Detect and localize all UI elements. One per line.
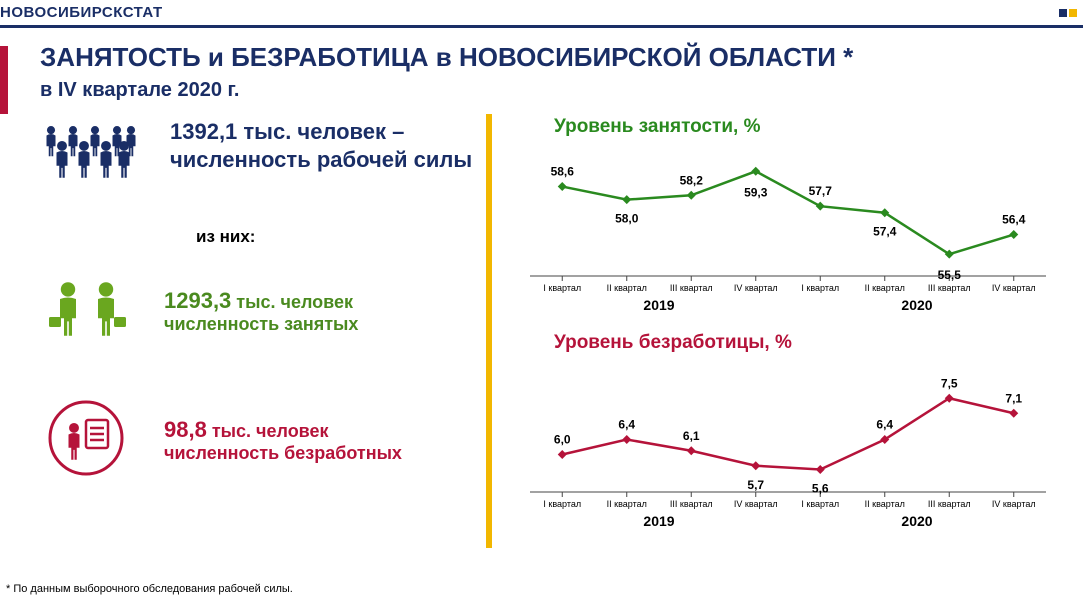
left-column: 1392,1 тыс. человек – численность рабоче… <box>36 114 476 548</box>
svg-text:7,5: 7,5 <box>941 376 958 390</box>
svg-text:II квартал: II квартал <box>607 283 647 293</box>
unemployment-chart-block: Уровень безработицы, % I квартал II кварт… <box>518 332 1073 534</box>
employed-desc: численность занятых <box>164 314 358 335</box>
svg-text:6,0: 6,0 <box>554 433 571 447</box>
unemployed-number: 98,8 <box>164 417 207 442</box>
svg-text:III квартал: III квартал <box>670 283 713 293</box>
title-accent-bar <box>0 46 8 114</box>
svg-text:IV квартал: IV квартал <box>992 499 1036 509</box>
svg-text:6,4: 6,4 <box>876 418 893 432</box>
svg-text:59,3: 59,3 <box>744 185 768 199</box>
svg-text:5,6: 5,6 <box>812 482 829 496</box>
svg-text:58,0: 58,0 <box>615 212 639 226</box>
svg-text:58,6: 58,6 <box>551 165 575 179</box>
svg-text:III квартал: III квартал <box>928 499 971 509</box>
mark-2 <box>1069 9 1077 17</box>
svg-text:I квартал: I квартал <box>543 499 581 509</box>
mark-1 <box>1059 9 1067 17</box>
svg-text:II квартал: II квартал <box>607 499 647 509</box>
org-name: НОВОСИБИРСКСТАТ <box>0 4 163 21</box>
title-block: ЗАНЯТОСТЬ и БЕЗРАБОТИЦА в НОВОСИБИРСКОЙ … <box>0 28 1083 102</box>
employment-chart-title: Уровень занятости, % <box>554 116 1073 138</box>
svg-text:58,2: 58,2 <box>680 173 704 187</box>
svg-text:6,1: 6,1 <box>683 429 700 443</box>
people-group-icon <box>36 114 146 203</box>
svg-text:IV квартал: IV квартал <box>734 499 778 509</box>
topbar-marks <box>1059 9 1077 17</box>
svg-text:II квартал: II квартал <box>865 499 905 509</box>
svg-text:III квартал: III квартал <box>670 499 713 509</box>
svg-text:IV квартал: IV квартал <box>734 283 778 293</box>
svg-text:I квартал: I квартал <box>543 283 581 293</box>
svg-text:56,4: 56,4 <box>1002 213 1026 227</box>
svg-text:2019: 2019 <box>643 513 674 529</box>
yellow-divider <box>486 114 492 548</box>
unemployment-chart: I квартал II квартал III квартал IV квартал… <box>518 358 1058 534</box>
svg-text:57,7: 57,7 <box>809 184 833 198</box>
unemployed-row: 98,8 тыс. человек численность безработны… <box>36 398 476 483</box>
svg-text:2020: 2020 <box>901 513 932 529</box>
employed-unit: тыс. человек <box>231 292 353 312</box>
employed-icon <box>36 269 136 354</box>
svg-text:I квартал: I квартал <box>801 499 839 509</box>
right-column: Уровень занятости, % I квартал II квартал… <box>518 114 1073 548</box>
employed-number: 1293,3 <box>164 288 231 313</box>
svg-text:7,1: 7,1 <box>1005 391 1022 405</box>
svg-text:III квартал: III квартал <box>928 283 971 293</box>
employment-chart: I квартал II квартал III квартал IV квартал… <box>518 142 1058 318</box>
headline-text: 1392,1 тыс. человек – численность рабоче… <box>170 114 476 173</box>
svg-text:II квартал: II квартал <box>865 283 905 293</box>
footnote: * По данным выборочного обследования раб… <box>6 583 293 595</box>
svg-text:55,5: 55,5 <box>938 268 962 282</box>
unemployed-icon <box>36 398 136 483</box>
of-them-label: из них: <box>196 227 476 247</box>
sub-title: в IV квартале 2020 г. <box>40 79 1083 102</box>
unemployed-unit: тыс. человек <box>207 421 329 441</box>
employed-row: 1293,3 тыс. человек численность занятых <box>36 269 476 354</box>
svg-text:57,4: 57,4 <box>873 225 897 239</box>
top-bar: НОВОСИБИРСКСТАТ <box>0 0 1083 28</box>
main-title: ЗАНЯТОСТЬ и БЕЗРАБОТИЦА в НОВОСИБИРСКОЙ … <box>40 42 1083 73</box>
svg-text:6,4: 6,4 <box>618 418 635 432</box>
unemployment-chart-title: Уровень безработицы, % <box>554 332 1073 354</box>
unemployed-desc: численность безработных <box>164 443 402 464</box>
svg-text:2020: 2020 <box>901 297 932 313</box>
svg-text:I квартал: I квартал <box>801 283 839 293</box>
svg-text:IV квартал: IV квартал <box>992 283 1036 293</box>
svg-text:2019: 2019 <box>643 297 674 313</box>
svg-text:5,7: 5,7 <box>747 478 764 492</box>
employment-chart-block: Уровень занятости, % I квартал II квартал… <box>518 116 1073 318</box>
